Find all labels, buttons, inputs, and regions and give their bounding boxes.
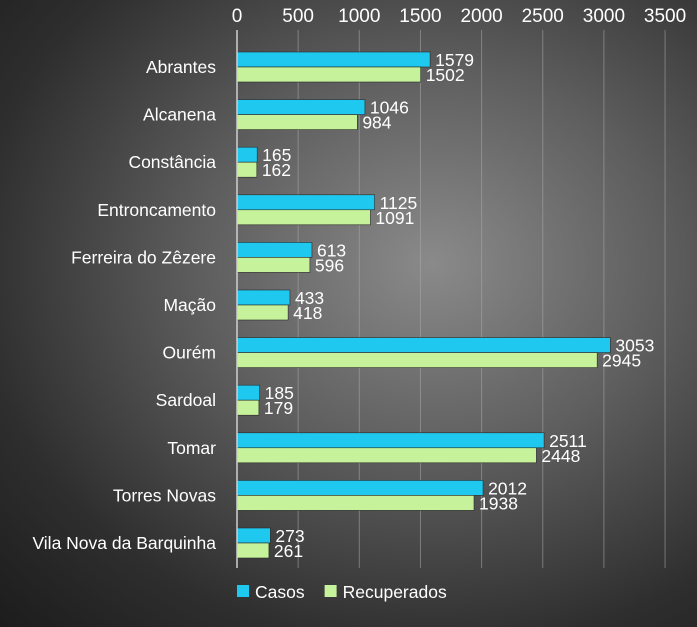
data-label: 1046: [370, 98, 409, 118]
bar-recuperados: [236, 495, 475, 511]
data-label: 596: [315, 255, 344, 275]
category-labels: Abrantes Alcanena Constância Entroncamento F…: [32, 57, 216, 553]
bar-recuperados: [236, 66, 421, 83]
category-label: Ourém: [163, 343, 216, 363]
data-label: 613: [317, 240, 346, 260]
category-label: Torres Novas: [113, 485, 216, 505]
legend-label: Recuperados: [343, 582, 447, 602]
data-label: 433: [295, 288, 324, 308]
category-label: Entroncamento: [97, 200, 216, 220]
data-label: 1938: [479, 493, 518, 513]
data-label: 162: [262, 160, 291, 180]
x-axis-ticks: 0 500 1000 1500 2000 2500 3000 3500: [232, 6, 686, 27]
legend-swatch: [237, 585, 249, 597]
data-label: 165: [262, 145, 291, 165]
bar-recuperados: [236, 257, 311, 273]
bar-recuperados: [236, 209, 371, 226]
x-tick-label: 2500: [522, 6, 564, 27]
data-label: 418: [293, 303, 322, 323]
category-label: Tomar: [167, 438, 216, 458]
bar-casos: [236, 337, 611, 353]
category-label: Sardoal: [156, 390, 216, 410]
category-label: Alcanena: [143, 105, 216, 125]
category-label: Abrantes: [146, 57, 216, 77]
bar-casos: [236, 527, 271, 544]
category-label: Constância: [128, 152, 216, 172]
bar-recuperados: [236, 114, 358, 130]
data-label: 2448: [541, 446, 580, 466]
gridlines: [297, 30, 666, 568]
bar-casos: [236, 384, 260, 401]
bar-recuperados: [236, 304, 289, 321]
category-label: Ferreira do Zêzere: [71, 247, 216, 267]
x-tick-label: 3000: [583, 6, 625, 27]
bar-casos: [236, 480, 484, 496]
data-label: 273: [275, 526, 304, 546]
x-tick-label: 1000: [338, 6, 380, 27]
x-tick-label: 2000: [460, 6, 502, 27]
x-tick-label: 0: [232, 6, 243, 27]
bar-casos: [236, 99, 366, 115]
bar-casos: [236, 432, 545, 449]
data-label: 1125: [380, 193, 418, 213]
x-tick-label: 1500: [399, 6, 441, 27]
legend-label: Casos: [255, 582, 305, 602]
data-label: 984: [362, 113, 391, 133]
legend: Casos Recuperados: [237, 582, 447, 602]
legend-swatch: [324, 585, 337, 597]
bar-casos: [236, 289, 291, 306]
data-label: 261: [274, 541, 303, 561]
data-label: 185: [265, 383, 294, 403]
bar-recuperados: [236, 542, 270, 559]
bar-recuperados: [236, 161, 258, 178]
data-label: 179: [264, 398, 293, 418]
data-label: 1502: [426, 65, 465, 85]
bar-recuperados: [236, 399, 260, 416]
data-label: 1091: [375, 208, 414, 228]
data-label: 2012: [488, 478, 527, 498]
data-label: 1579: [435, 50, 474, 70]
bar-casos: [236, 51, 431, 68]
bar-casos: [236, 194, 375, 211]
x-tick-label: 500: [282, 6, 314, 27]
bar-recuperados: [236, 352, 598, 368]
data-label: 3053: [615, 336, 654, 356]
bar-casos: [236, 242, 313, 258]
data-label: 2945: [602, 351, 641, 371]
data-label: 2511: [549, 431, 587, 451]
x-tick-label: 3500: [644, 6, 686, 27]
category-label: Mação: [163, 295, 216, 315]
category-label: Vila Nova da Barquinha: [32, 533, 216, 553]
bar-recuperados: [236, 447, 537, 464]
bar-casos: [236, 146, 258, 163]
